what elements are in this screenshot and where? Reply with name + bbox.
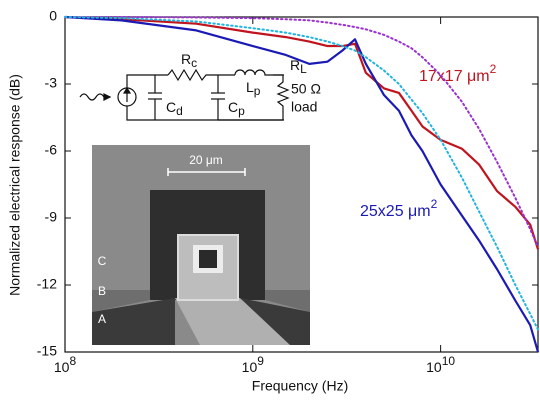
scale-label: 20 μm <box>189 153 223 167</box>
annotation-superscript: 2 <box>490 62 497 76</box>
annotation: 25x25 μm2 <box>360 197 438 220</box>
annotation-text: 25x25 μm <box>360 203 431 220</box>
circuit-label-text: C <box>166 99 176 115</box>
x-tick-exponent: 9 <box>257 354 264 368</box>
x-tick-label: 1010 <box>426 354 455 375</box>
circuit-label: Lp <box>246 79 261 98</box>
circuit-label: load <box>291 99 317 115</box>
x-axis-title: Frequency (Hz) <box>252 378 348 394</box>
annotation-superscript: 2 <box>431 197 438 211</box>
circuit-label-subscript: d <box>176 104 183 118</box>
layer-label: B <box>98 284 106 298</box>
circuit-label-subscript: L <box>300 62 307 76</box>
chart: 20 μm A B C Cd Rc Cp Lp R L 50 Ω load Fre… <box>0 0 540 400</box>
x-tick-exponent: 8 <box>69 354 76 368</box>
layer-label: A <box>98 312 106 326</box>
annotation-text: 17x17 μm <box>419 68 490 85</box>
y-tick-label: -15 <box>37 343 57 359</box>
circuit-label: Cp <box>228 99 245 118</box>
y-tick-label: 0 <box>49 8 57 24</box>
circuit-label: Cd <box>166 99 183 118</box>
x-tick-exponent: 10 <box>442 354 456 368</box>
y-tick-label: -6 <box>45 142 58 158</box>
circuit-label-subscript: p <box>254 84 261 98</box>
circuit-label-subscript: p <box>238 104 245 118</box>
circuit-label: 50 Ω <box>291 81 321 97</box>
layer-label: C <box>98 254 107 268</box>
x-tick-label: 109 <box>242 354 265 375</box>
sem-image <box>92 145 310 345</box>
x-tick-base: 10 <box>426 359 442 375</box>
y-axis-title: Normalized electrical response (dB) <box>7 74 23 296</box>
y-tick-label: -9 <box>45 209 58 225</box>
y-tick-label: -12 <box>37 276 57 292</box>
circuit-label-text: R <box>181 51 191 67</box>
circuit-label-text: L <box>246 79 254 95</box>
x-tick-label: 108 <box>54 354 77 375</box>
y-tick-label: -3 <box>45 75 58 91</box>
x-tick-base: 10 <box>242 359 258 375</box>
circuit-label-text: C <box>228 99 238 115</box>
circuit <box>80 68 304 122</box>
circuit-label-subscript: c <box>191 56 197 70</box>
x-tick-base: 10 <box>54 359 70 375</box>
circuit-label: Rc <box>181 51 197 70</box>
